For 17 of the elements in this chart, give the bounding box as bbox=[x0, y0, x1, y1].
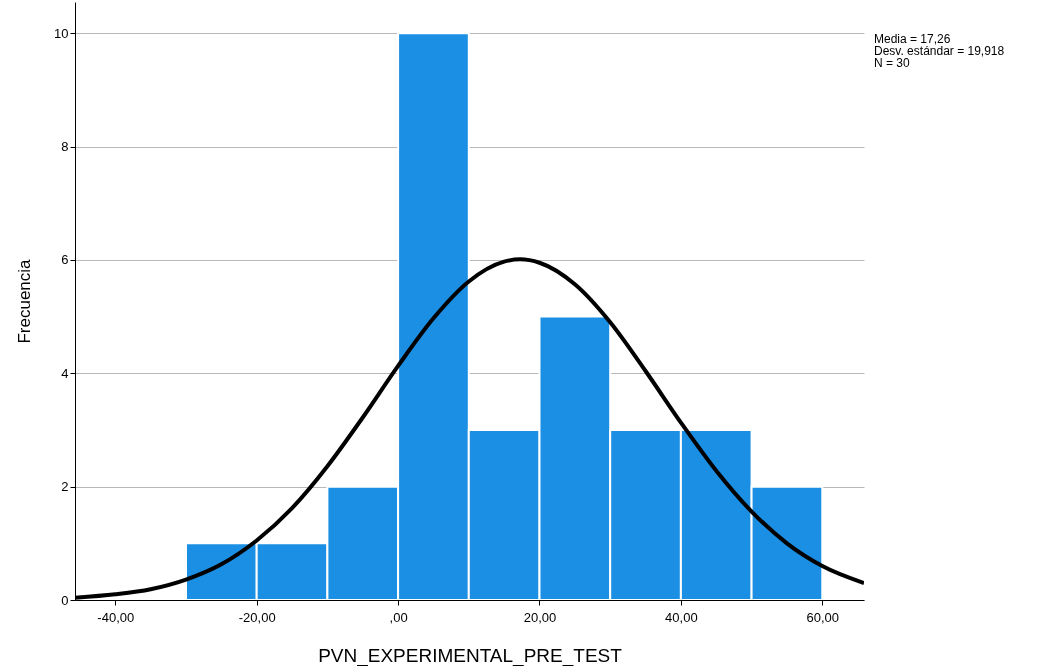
text: Media = 17,26 bbox=[874, 32, 951, 46]
x-tick-label: ,00 bbox=[389, 609, 408, 625]
y-tick-label: 6 bbox=[61, 252, 69, 268]
y-tick-label: 2 bbox=[61, 479, 69, 495]
x-tick-label: 20,00 bbox=[523, 609, 557, 625]
x-axis-title: PVN_EXPERIMENTAL_PRE_TEST bbox=[318, 644, 623, 667]
y-tick-label: 0 bbox=[61, 592, 69, 608]
text: Desv. estándar = 19,918 bbox=[874, 44, 1005, 58]
y-tick-label: 10 bbox=[54, 25, 69, 41]
x-tick-label: 40,00 bbox=[665, 609, 698, 625]
y-tick-label: 8 bbox=[61, 139, 69, 155]
x-tick-label: -40,00 bbox=[97, 609, 135, 625]
text: N = 30 bbox=[874, 56, 911, 70]
x-tick-label: 60,00 bbox=[806, 609, 840, 625]
x-tick-label: -20,00 bbox=[238, 609, 276, 625]
y-axis-title: Frecuencia bbox=[15, 258, 35, 344]
y-tick-label: 4 bbox=[61, 365, 69, 381]
